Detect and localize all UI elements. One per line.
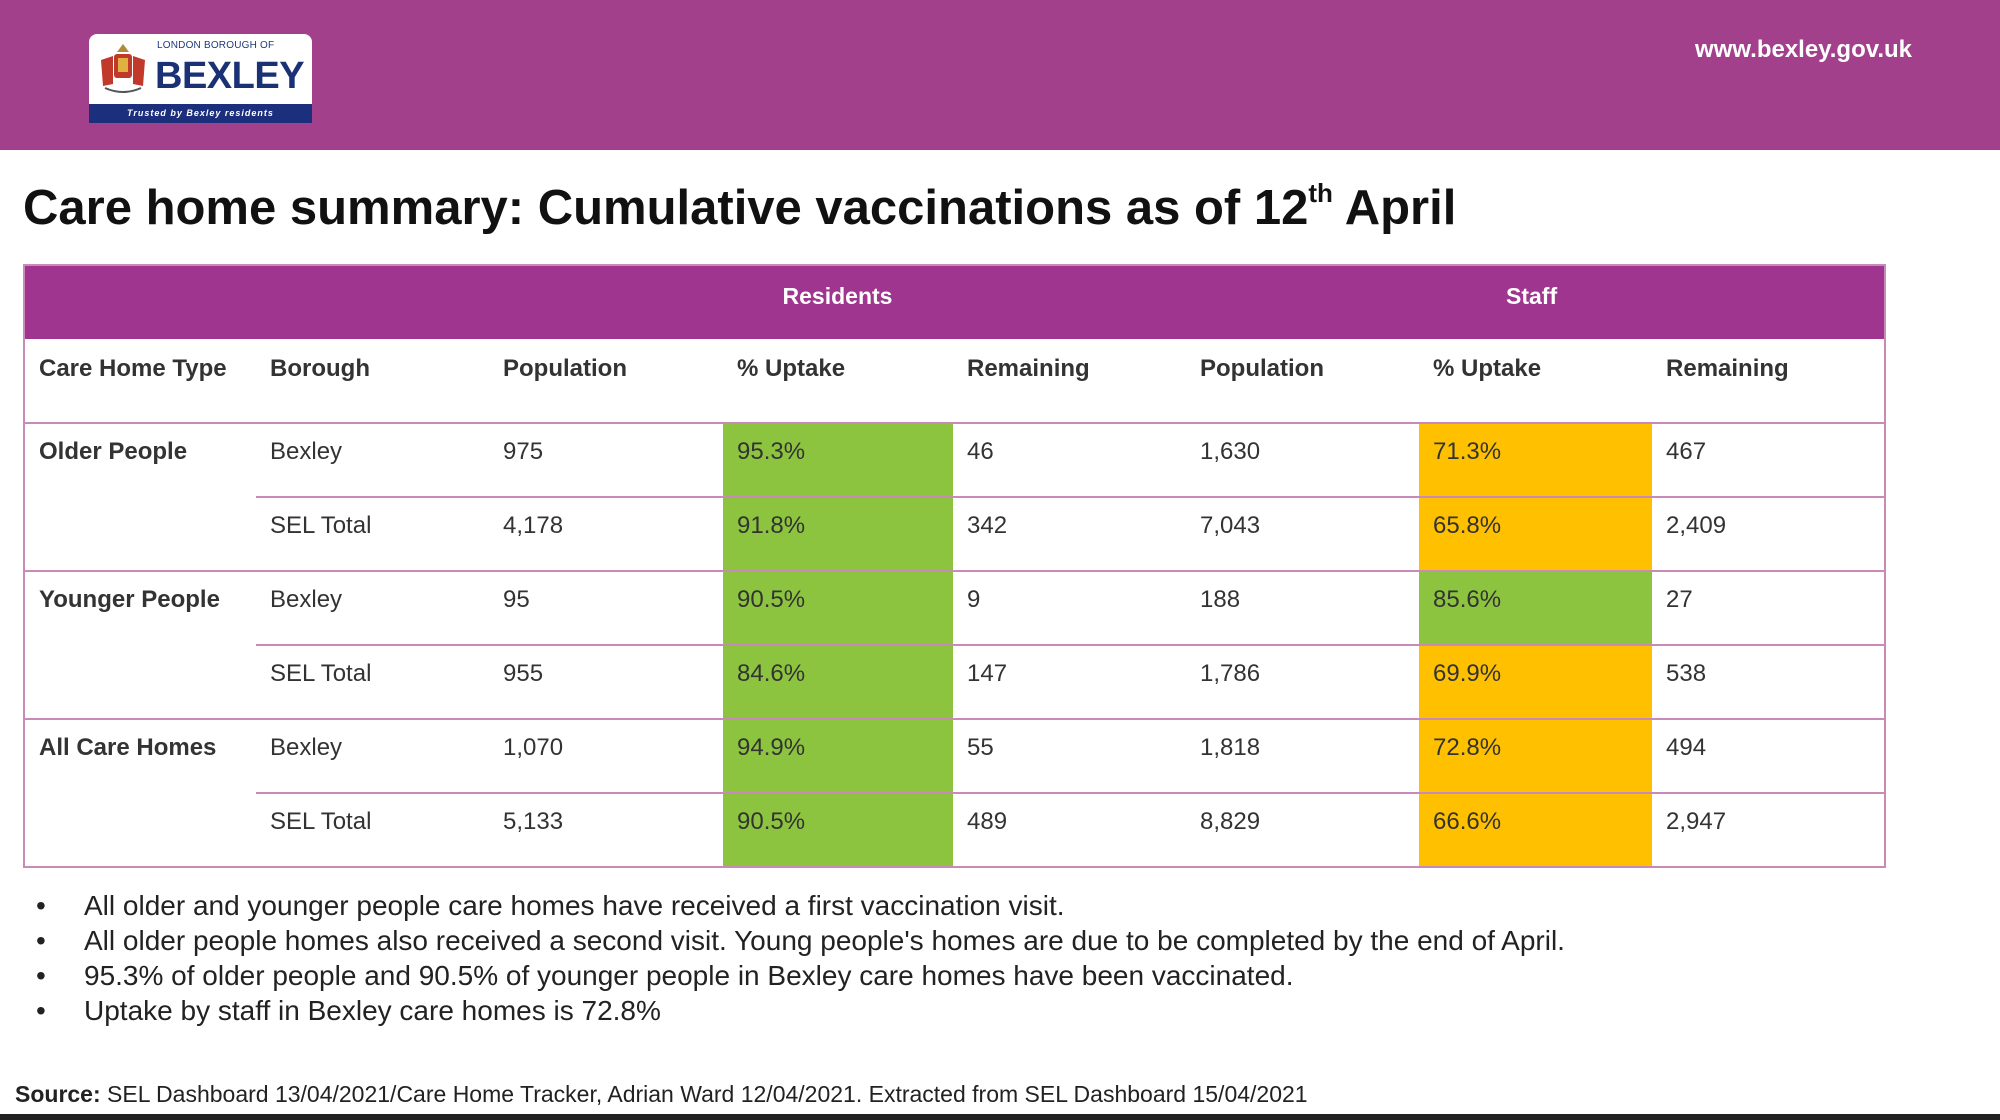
bullet-list: • All older and younger people care homes… — [36, 888, 1565, 1028]
borough-cell: SEL Total — [256, 645, 489, 720]
table-row: All Care Homes Bexley 1,070 94.9% 55 1,818 72.… — [24, 719, 1886, 868]
borough-cell: Bexley — [256, 423, 489, 498]
resident-population-cell: 955 — [489, 645, 723, 720]
column-header: % Uptake — [1419, 339, 1653, 424]
resident-remaining-cell: 46 — [953, 423, 1187, 498]
staff-population-cell: 188 — [1186, 571, 1420, 646]
group-header-row: Residents Staff — [24, 265, 1886, 339]
borough-cell: SEL Total — [256, 793, 489, 868]
bullet-icon: • — [36, 995, 46, 1026]
staff-remaining-cell: 494 — [1652, 719, 1886, 794]
table-row: SEL Total 4,178 91.8% 342 7,043 65.8% 2,409 — [24, 497, 1886, 572]
staff-remaining-cell: 467 — [1652, 423, 1886, 498]
bullet-icon: • — [36, 925, 46, 956]
bottom-border — [0, 1114, 2000, 1120]
staff-uptake-cell: 66.6% — [1419, 793, 1653, 868]
resident-population-cell: 95 — [489, 571, 723, 646]
header-bar: LONDON BOROUGH OF BEXLEY Trusted by Bexl… — [0, 0, 2000, 150]
bullet-icon: • — [36, 960, 46, 991]
bullet-item: • 95.3% of older people and 90.5% of youn… — [36, 958, 1565, 993]
staff-population-cell: 1,786 — [1186, 645, 1420, 720]
table-row: Younger People Bexley 95 90.5% 9 188 85.6% 27 — [24, 571, 1886, 720]
column-header: Care Home Type — [24, 339, 256, 424]
bullet-text: All older and younger people care homes … — [84, 890, 1065, 921]
bullet-item: • All older people homes also received a … — [36, 923, 1565, 958]
staff-uptake-cell: 72.8% — [1419, 719, 1653, 794]
resident-uptake-cell: 94.9% — [723, 719, 953, 794]
resident-remaining-cell: 489 — [953, 793, 1187, 868]
source-note: Source: SEL Dashboard 13/04/2021/Care Ho… — [15, 1081, 1308, 1107]
column-header: Remaining — [1652, 339, 1886, 424]
borough-cell: Bexley — [256, 719, 489, 794]
bullet-item: • Uptake by staff in Bexley care homes is… — [36, 993, 1565, 1028]
resident-population-cell: 4,178 — [489, 497, 723, 572]
bullet-text: All older people homes also received a s… — [84, 925, 1565, 956]
table-row: Older People Bexley 975 95.3% 46 1,630 71.3% 46… — [24, 423, 1886, 572]
resident-population-cell: 1,070 — [489, 719, 723, 794]
care-home-type-cell: All Care Homes — [24, 719, 256, 868]
bullet-item: • All older and younger people care homes… — [36, 888, 1565, 923]
staff-uptake-cell: 85.6% — [1419, 571, 1653, 646]
resident-uptake-cell: 95.3% — [723, 423, 953, 498]
coat-of-arms-icon — [101, 44, 145, 93]
group-header-blank — [24, 265, 489, 339]
column-header: Borough — [256, 339, 489, 424]
resident-uptake-cell: 84.6% — [723, 645, 953, 720]
website-url[interactable]: www.bexley.gov.uk — [1695, 36, 1912, 63]
care-home-type-cell: Older People — [24, 423, 256, 572]
resident-uptake-cell: 90.5% — [723, 571, 953, 646]
resident-remaining-cell: 147 — [953, 645, 1187, 720]
column-header: % Uptake — [723, 339, 953, 424]
staff-remaining-cell: 2,409 — [1652, 497, 1886, 572]
staff-population-cell: 7,043 — [1186, 497, 1420, 572]
borough-cell: SEL Total — [256, 497, 489, 572]
logo-name: BEXLEY — [155, 55, 305, 97]
borough-cell: Bexley — [256, 571, 489, 646]
staff-remaining-cell: 538 — [1652, 645, 1886, 720]
column-header-row: Care Home Type Borough Population % Upta… — [24, 339, 1886, 424]
column-header: Population — [1186, 339, 1420, 424]
column-header: Remaining — [953, 339, 1187, 424]
logo-tagline: Trusted by Bexley residents — [89, 104, 312, 123]
resident-remaining-cell: 342 — [953, 497, 1187, 572]
logo-line1: LONDON BOROUGH OF — [157, 40, 275, 51]
care-home-type-cell: Younger People — [24, 571, 256, 720]
staff-uptake-cell: 69.9% — [1419, 645, 1653, 720]
table-row: SEL Total 5,133 90.5% 489 8,829 66.6% 2,947 — [24, 793, 1886, 868]
resident-uptake-cell: 91.8% — [723, 497, 953, 572]
resident-population-cell: 975 — [489, 423, 723, 498]
bullet-text: 95.3% of older people and 90.5% of young… — [84, 960, 1294, 991]
bullet-icon: • — [36, 890, 46, 921]
resident-remaining-cell: 9 — [953, 571, 1187, 646]
resident-remaining-cell: 55 — [953, 719, 1187, 794]
staff-population-cell: 8,829 — [1186, 793, 1420, 868]
bullet-text: Uptake by staff in Bexley care homes is … — [84, 995, 661, 1026]
staff-uptake-cell: 65.8% — [1419, 497, 1653, 572]
group-header-residents: Residents — [489, 265, 1187, 339]
table-row: SEL Total 955 84.6% 147 1,786 69.9% 538 — [24, 645, 1886, 720]
column-header: Population — [489, 339, 723, 424]
staff-population-cell: 1,630 — [1186, 423, 1420, 498]
page-title: Care home summary: Cumulative vaccinatio… — [23, 178, 1457, 235]
resident-population-cell: 5,133 — [489, 793, 723, 868]
staff-remaining-cell: 27 — [1652, 571, 1886, 646]
resident-uptake-cell: 90.5% — [723, 793, 953, 868]
staff-population-cell: 1,818 — [1186, 719, 1420, 794]
vaccination-table: Residents Staff Care Home Type Borough P… — [23, 264, 1887, 868]
staff-remaining-cell: 2,947 — [1652, 793, 1886, 868]
staff-uptake-cell: 71.3% — [1419, 423, 1653, 498]
group-header-staff: Staff — [1186, 265, 1886, 339]
bexley-logo[interactable]: LONDON BOROUGH OF BEXLEY Trusted by Bexl… — [89, 34, 312, 123]
